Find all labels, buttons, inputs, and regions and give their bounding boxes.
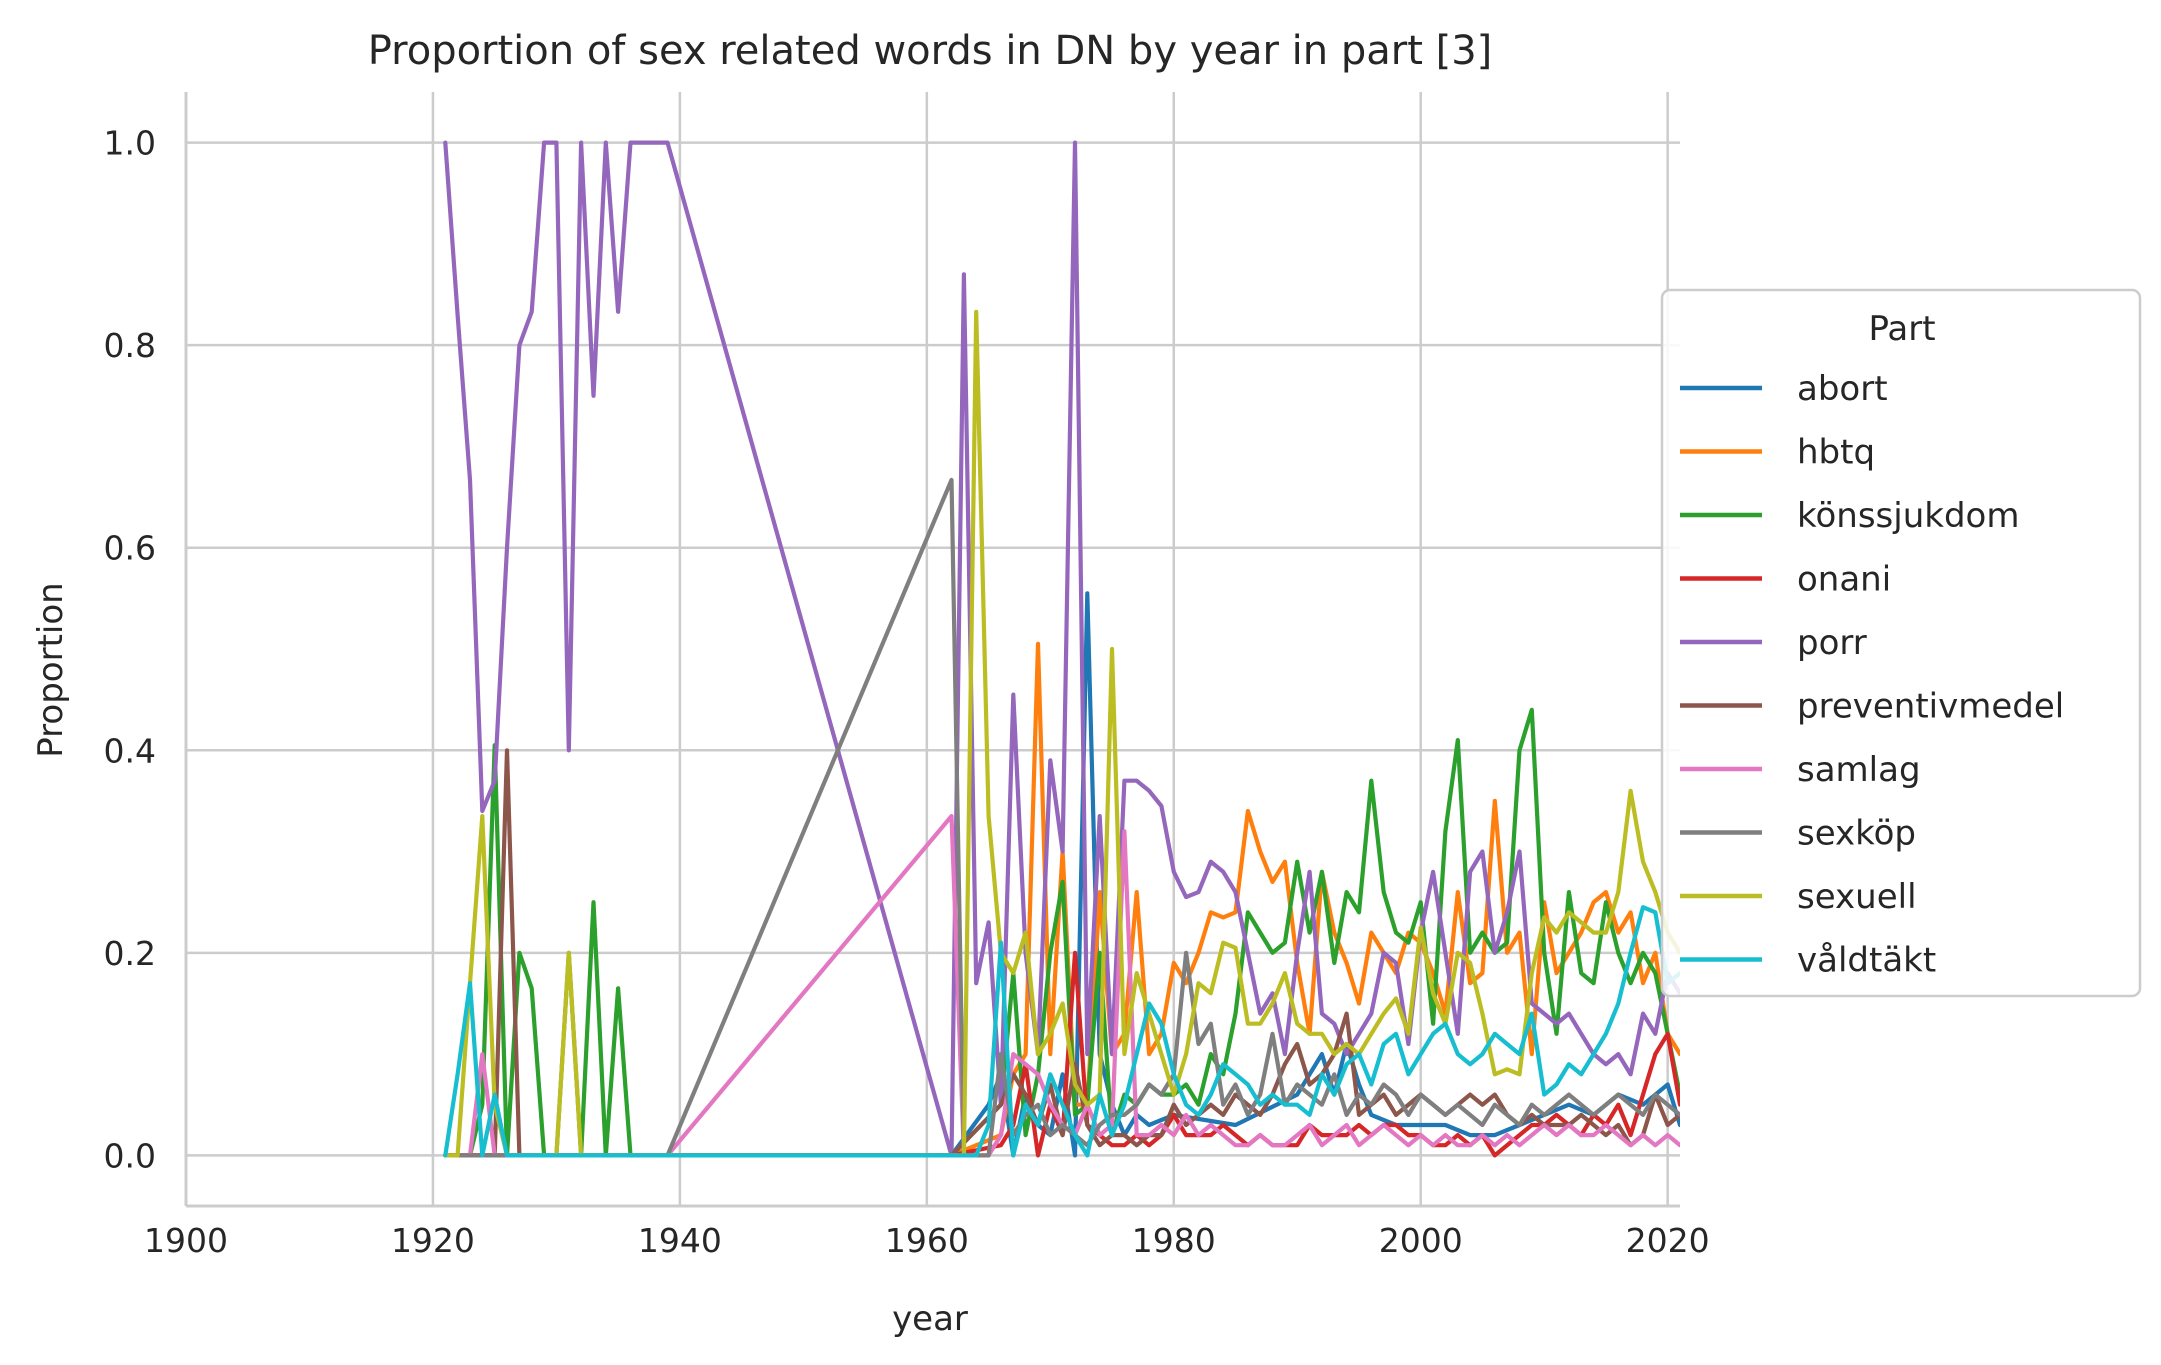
x-axis-label: year <box>892 1299 968 1339</box>
x-tick-label: 1980 <box>1132 1221 1216 1260</box>
grid <box>186 92 1680 1206</box>
tick-labels: 1900 1920 1940 1960 1980 2000 2020 0.0 0.2 0.4 0.6… <box>104 124 1710 1260</box>
legend-label: hbtq <box>1797 433 1875 473</box>
y-tick-label: 0.2 <box>104 934 156 973</box>
legend-label: preventivmedel <box>1797 687 2064 727</box>
legend-title: Part <box>1868 309 1935 349</box>
x-tick-label: 1900 <box>144 1221 228 1260</box>
x-tick-label: 1940 <box>638 1221 722 1260</box>
legend: Part abort hbtq könssjukdom onani porr prevent… <box>1662 290 2140 996</box>
legend-label: samlag <box>1797 750 1921 790</box>
x-tick-label: 1920 <box>391 1221 475 1260</box>
series-lines <box>445 143 1680 1156</box>
x-tick-label: 2000 <box>1379 1221 1463 1260</box>
y-tick-label: 1.0 <box>104 124 156 163</box>
y-tick-label: 0.8 <box>104 326 156 365</box>
y-tick-label: 0.0 <box>104 1136 156 1175</box>
axes <box>186 92 1680 1206</box>
legend-label: porr <box>1797 623 1867 663</box>
x-tick-label: 2020 <box>1626 1221 1710 1260</box>
legend-label: onani <box>1797 560 1891 600</box>
y-axis-label: Proportion <box>31 582 71 757</box>
legend-label: sexuell <box>1797 877 1917 917</box>
x-tick-label: 1960 <box>885 1221 969 1260</box>
y-tick-label: 0.6 <box>104 529 156 568</box>
legend-label: sexköp <box>1797 814 1916 854</box>
legend-label: abort <box>1797 369 1888 409</box>
legend-label: våldtäkt <box>1797 941 1936 981</box>
legend-label: könssjukdom <box>1797 496 2019 536</box>
y-tick-label: 0.4 <box>104 731 156 770</box>
chart-title: Proportion of sex related words in DN by… <box>368 28 1493 74</box>
